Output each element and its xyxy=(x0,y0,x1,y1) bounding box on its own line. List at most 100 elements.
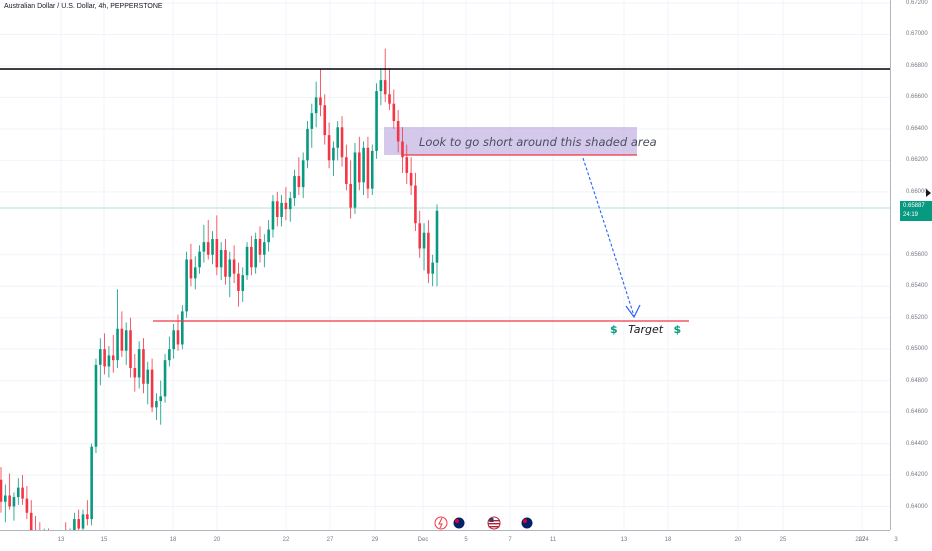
candle-body xyxy=(107,355,111,367)
time-tick-label: 18 xyxy=(169,537,177,543)
au-flag-icon[interactable] xyxy=(520,516,534,530)
dollar-icon: $ xyxy=(673,323,682,336)
candle-body xyxy=(228,259,232,277)
time-tick-label: 20 xyxy=(734,537,742,543)
au-flag-icon[interactable] xyxy=(452,516,466,530)
target-annotation[interactable]: $ Target $ xyxy=(610,323,681,336)
candle xyxy=(16,478,20,505)
candle xyxy=(211,231,214,265)
candle-body xyxy=(0,479,3,502)
candle-body xyxy=(250,246,253,268)
candle xyxy=(159,380,163,425)
candle-body xyxy=(168,349,171,361)
candle xyxy=(314,81,318,128)
candle-body xyxy=(263,242,266,255)
candle xyxy=(90,443,93,526)
candle xyxy=(366,136,370,199)
candle-body xyxy=(362,147,365,183)
candle-body xyxy=(103,349,106,367)
price-tick-label: 0.64000 xyxy=(906,503,928,510)
candle-body xyxy=(392,103,396,122)
candle-body xyxy=(319,97,322,106)
candle xyxy=(111,334,115,373)
candle xyxy=(206,220,210,260)
candle-body xyxy=(133,368,137,378)
candle xyxy=(340,116,344,167)
candle xyxy=(116,289,119,369)
candle-body xyxy=(396,121,400,142)
candle xyxy=(409,157,413,195)
short-zone-annotation[interactable]: Look to go short around this shaded area xyxy=(419,135,657,149)
candle xyxy=(332,141,335,177)
candle xyxy=(155,393,158,420)
us-flag-icon[interactable] xyxy=(487,516,501,530)
candle-body xyxy=(383,80,387,95)
candle xyxy=(435,204,439,287)
candle xyxy=(349,160,352,219)
time-tick-label: 13 xyxy=(620,537,628,543)
candle-body xyxy=(29,512,33,532)
candle xyxy=(120,311,124,358)
time-tick-label: 3 xyxy=(894,537,898,543)
forecast-arrow-head xyxy=(625,304,641,319)
candle xyxy=(405,144,409,184)
time-tick-label: 7 xyxy=(508,537,512,543)
candle-body xyxy=(172,330,175,350)
candle-body xyxy=(146,369,150,384)
candle-body xyxy=(323,105,327,136)
candle xyxy=(427,220,430,284)
candle-body xyxy=(310,113,314,129)
candle xyxy=(280,194,283,227)
forecast-arrow-line xyxy=(582,157,635,317)
time-axis[interactable] xyxy=(0,530,890,551)
time-tick-label: 13 xyxy=(57,537,65,543)
candle xyxy=(297,157,301,195)
candle xyxy=(383,48,387,103)
candle-body xyxy=(137,349,141,378)
candle-body xyxy=(388,94,391,104)
price-axis[interactable] xyxy=(890,0,932,530)
time-tick-label: 22 xyxy=(282,537,290,543)
candle xyxy=(237,262,240,307)
candle-body xyxy=(293,176,296,199)
candle-body xyxy=(418,223,422,249)
bar-countdown: 24:19 xyxy=(903,212,919,218)
candle xyxy=(94,358,98,454)
candle-body xyxy=(124,330,128,351)
candle xyxy=(293,169,296,206)
event-layer xyxy=(434,516,534,530)
candle-body xyxy=(232,259,236,274)
forecast-arrow xyxy=(582,157,641,319)
candle xyxy=(254,232,257,274)
scroll-marker-icon[interactable] xyxy=(926,189,931,197)
candle xyxy=(176,314,180,351)
candle-body xyxy=(332,147,335,161)
candle-body xyxy=(353,152,357,208)
price-tick-label: 0.64400 xyxy=(906,440,928,447)
candle-body xyxy=(340,127,344,158)
target-label: Target xyxy=(628,323,664,336)
candle-body xyxy=(336,127,340,148)
candle xyxy=(271,194,275,238)
candle xyxy=(146,361,150,405)
price-tick-label: 0.65200 xyxy=(906,314,928,321)
time-tick-label: 11 xyxy=(549,537,557,543)
candle-body xyxy=(94,364,98,447)
candle-body xyxy=(198,251,201,268)
candle-body xyxy=(401,141,404,158)
flash-event-icon[interactable] xyxy=(434,516,448,530)
candle xyxy=(275,191,279,227)
candle-body xyxy=(431,262,434,274)
candle-body xyxy=(237,273,240,291)
time-tick-label: 5 xyxy=(464,537,468,543)
candle-body xyxy=(120,328,124,351)
price-tick-label: 0.66000 xyxy=(906,188,928,195)
dollar-icon: $ xyxy=(610,323,618,336)
candle-body xyxy=(435,210,439,263)
candle-body xyxy=(16,487,20,498)
candle-body xyxy=(163,360,167,397)
candle xyxy=(163,353,167,403)
candle-body xyxy=(211,239,214,255)
